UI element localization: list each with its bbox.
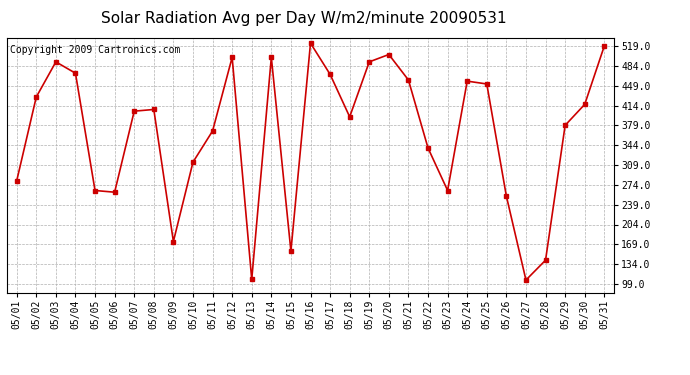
Text: Solar Radiation Avg per Day W/m2/minute 20090531: Solar Radiation Avg per Day W/m2/minute … <box>101 11 506 26</box>
Text: Copyright 2009 Cartronics.com: Copyright 2009 Cartronics.com <box>10 45 180 55</box>
